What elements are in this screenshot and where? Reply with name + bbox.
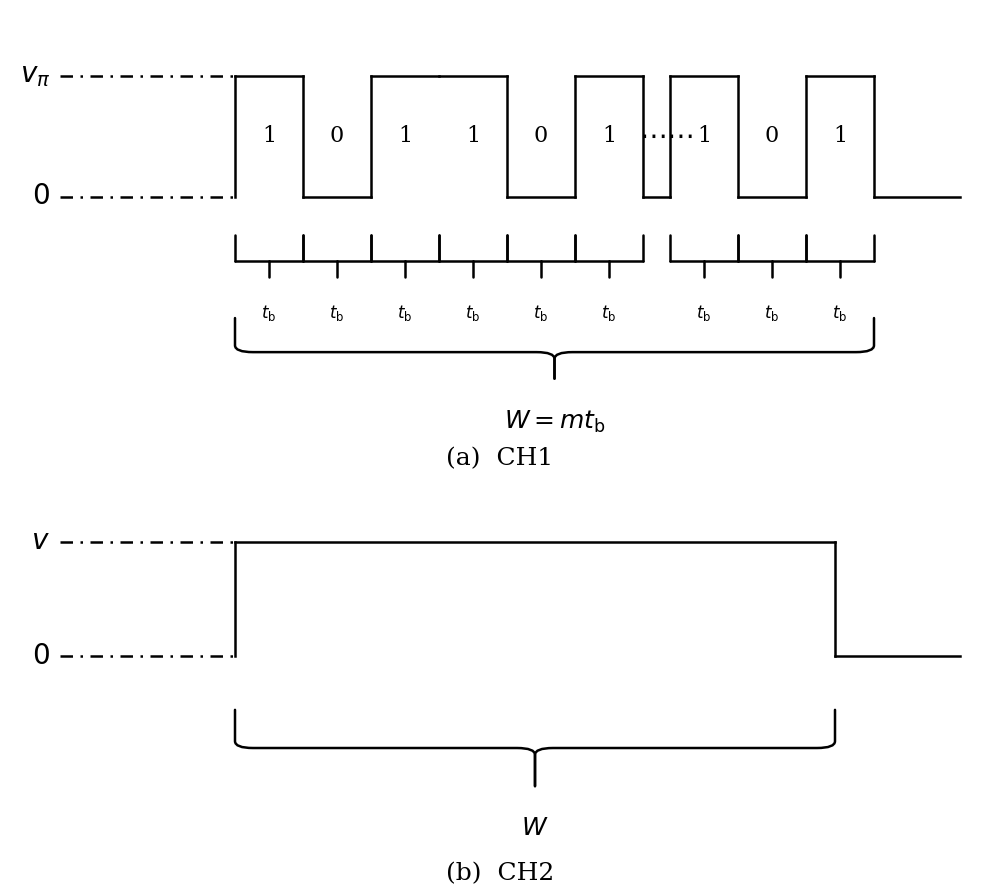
Text: $W=mt_{\mathrm{b}}$: $W=mt_{\mathrm{b}}$ [504,409,605,435]
Text: 1: 1 [466,125,480,147]
Text: (a)  CH1: (a) CH1 [446,446,554,470]
Text: $0$: $0$ [32,183,50,211]
Text: $\cdots\cdots$: $\cdots\cdots$ [639,123,694,150]
Text: $t_{\mathrm{b}}$: $t_{\mathrm{b}}$ [764,303,780,323]
Text: $t_{\mathrm{b}}$: $t_{\mathrm{b}}$ [397,303,413,323]
Text: 1: 1 [602,125,616,147]
Text: $v_{\pi}$: $v_{\pi}$ [20,63,50,89]
Text: 1: 1 [262,125,276,147]
Text: $t_{\mathrm{b}}$: $t_{\mathrm{b}}$ [465,303,481,323]
Text: $t_{\mathrm{b}}$: $t_{\mathrm{b}}$ [329,303,345,323]
Text: $t_{\mathrm{b}}$: $t_{\mathrm{b}}$ [261,303,277,323]
Text: 0: 0 [765,125,779,147]
Text: 1: 1 [398,125,412,147]
Text: 0: 0 [534,125,548,147]
Text: $t_{\mathrm{b}}$: $t_{\mathrm{b}}$ [533,303,549,323]
Text: 1: 1 [833,125,847,147]
Text: $t_{\mathrm{b}}$: $t_{\mathrm{b}}$ [832,303,848,323]
Text: $0$: $0$ [32,643,50,670]
Text: 0: 0 [330,125,344,147]
Text: $t_{\mathrm{b}}$: $t_{\mathrm{b}}$ [601,303,617,323]
Text: 1: 1 [697,125,711,147]
Text: $v$: $v$ [31,529,50,555]
Text: (b)  CH2: (b) CH2 [446,863,554,886]
Text: $t_{\mathrm{b}}$: $t_{\mathrm{b}}$ [696,303,712,323]
Text: $W$: $W$ [521,817,549,839]
